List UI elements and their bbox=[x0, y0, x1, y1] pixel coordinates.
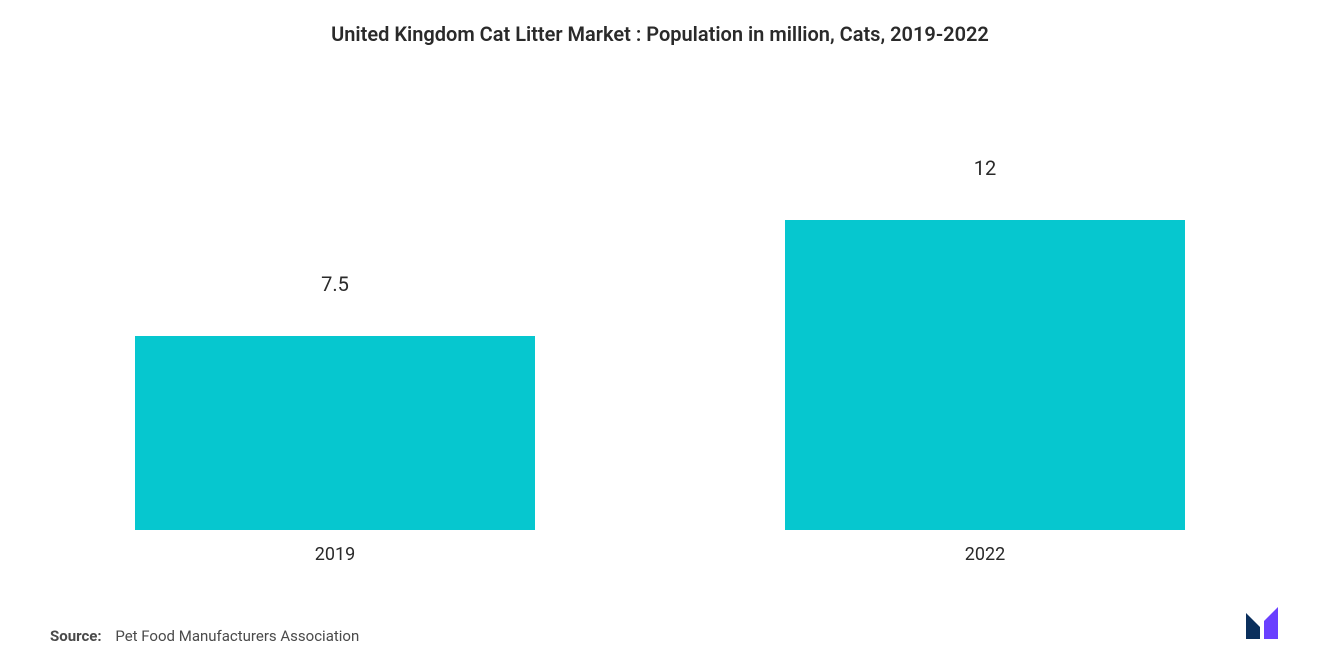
chart-title: United Kingdom Cat Litter Market : Popul… bbox=[0, 0, 1320, 46]
brand-logo-icon bbox=[1242, 607, 1296, 649]
plot-area: 7.5 2019 12 2022 bbox=[130, 100, 1190, 530]
chart-container: United Kingdom Cat Litter Market : Popul… bbox=[0, 0, 1320, 665]
bar-value-label: 7.5 bbox=[135, 272, 535, 304]
source-footer: Source: Pet Food Manufacturers Associati… bbox=[50, 627, 359, 645]
bar-category-label: 2019 bbox=[135, 530, 535, 565]
bar-value-label: 12 bbox=[785, 156, 1185, 188]
bar bbox=[785, 220, 1185, 530]
bar bbox=[135, 336, 535, 530]
source-label: Source: bbox=[50, 627, 102, 645]
bar-slot: 12 2022 bbox=[785, 220, 1185, 530]
bar-category-label: 2022 bbox=[785, 530, 1185, 565]
source-text: Pet Food Manufacturers Association bbox=[115, 627, 359, 645]
bar-slot: 7.5 2019 bbox=[135, 220, 535, 530]
